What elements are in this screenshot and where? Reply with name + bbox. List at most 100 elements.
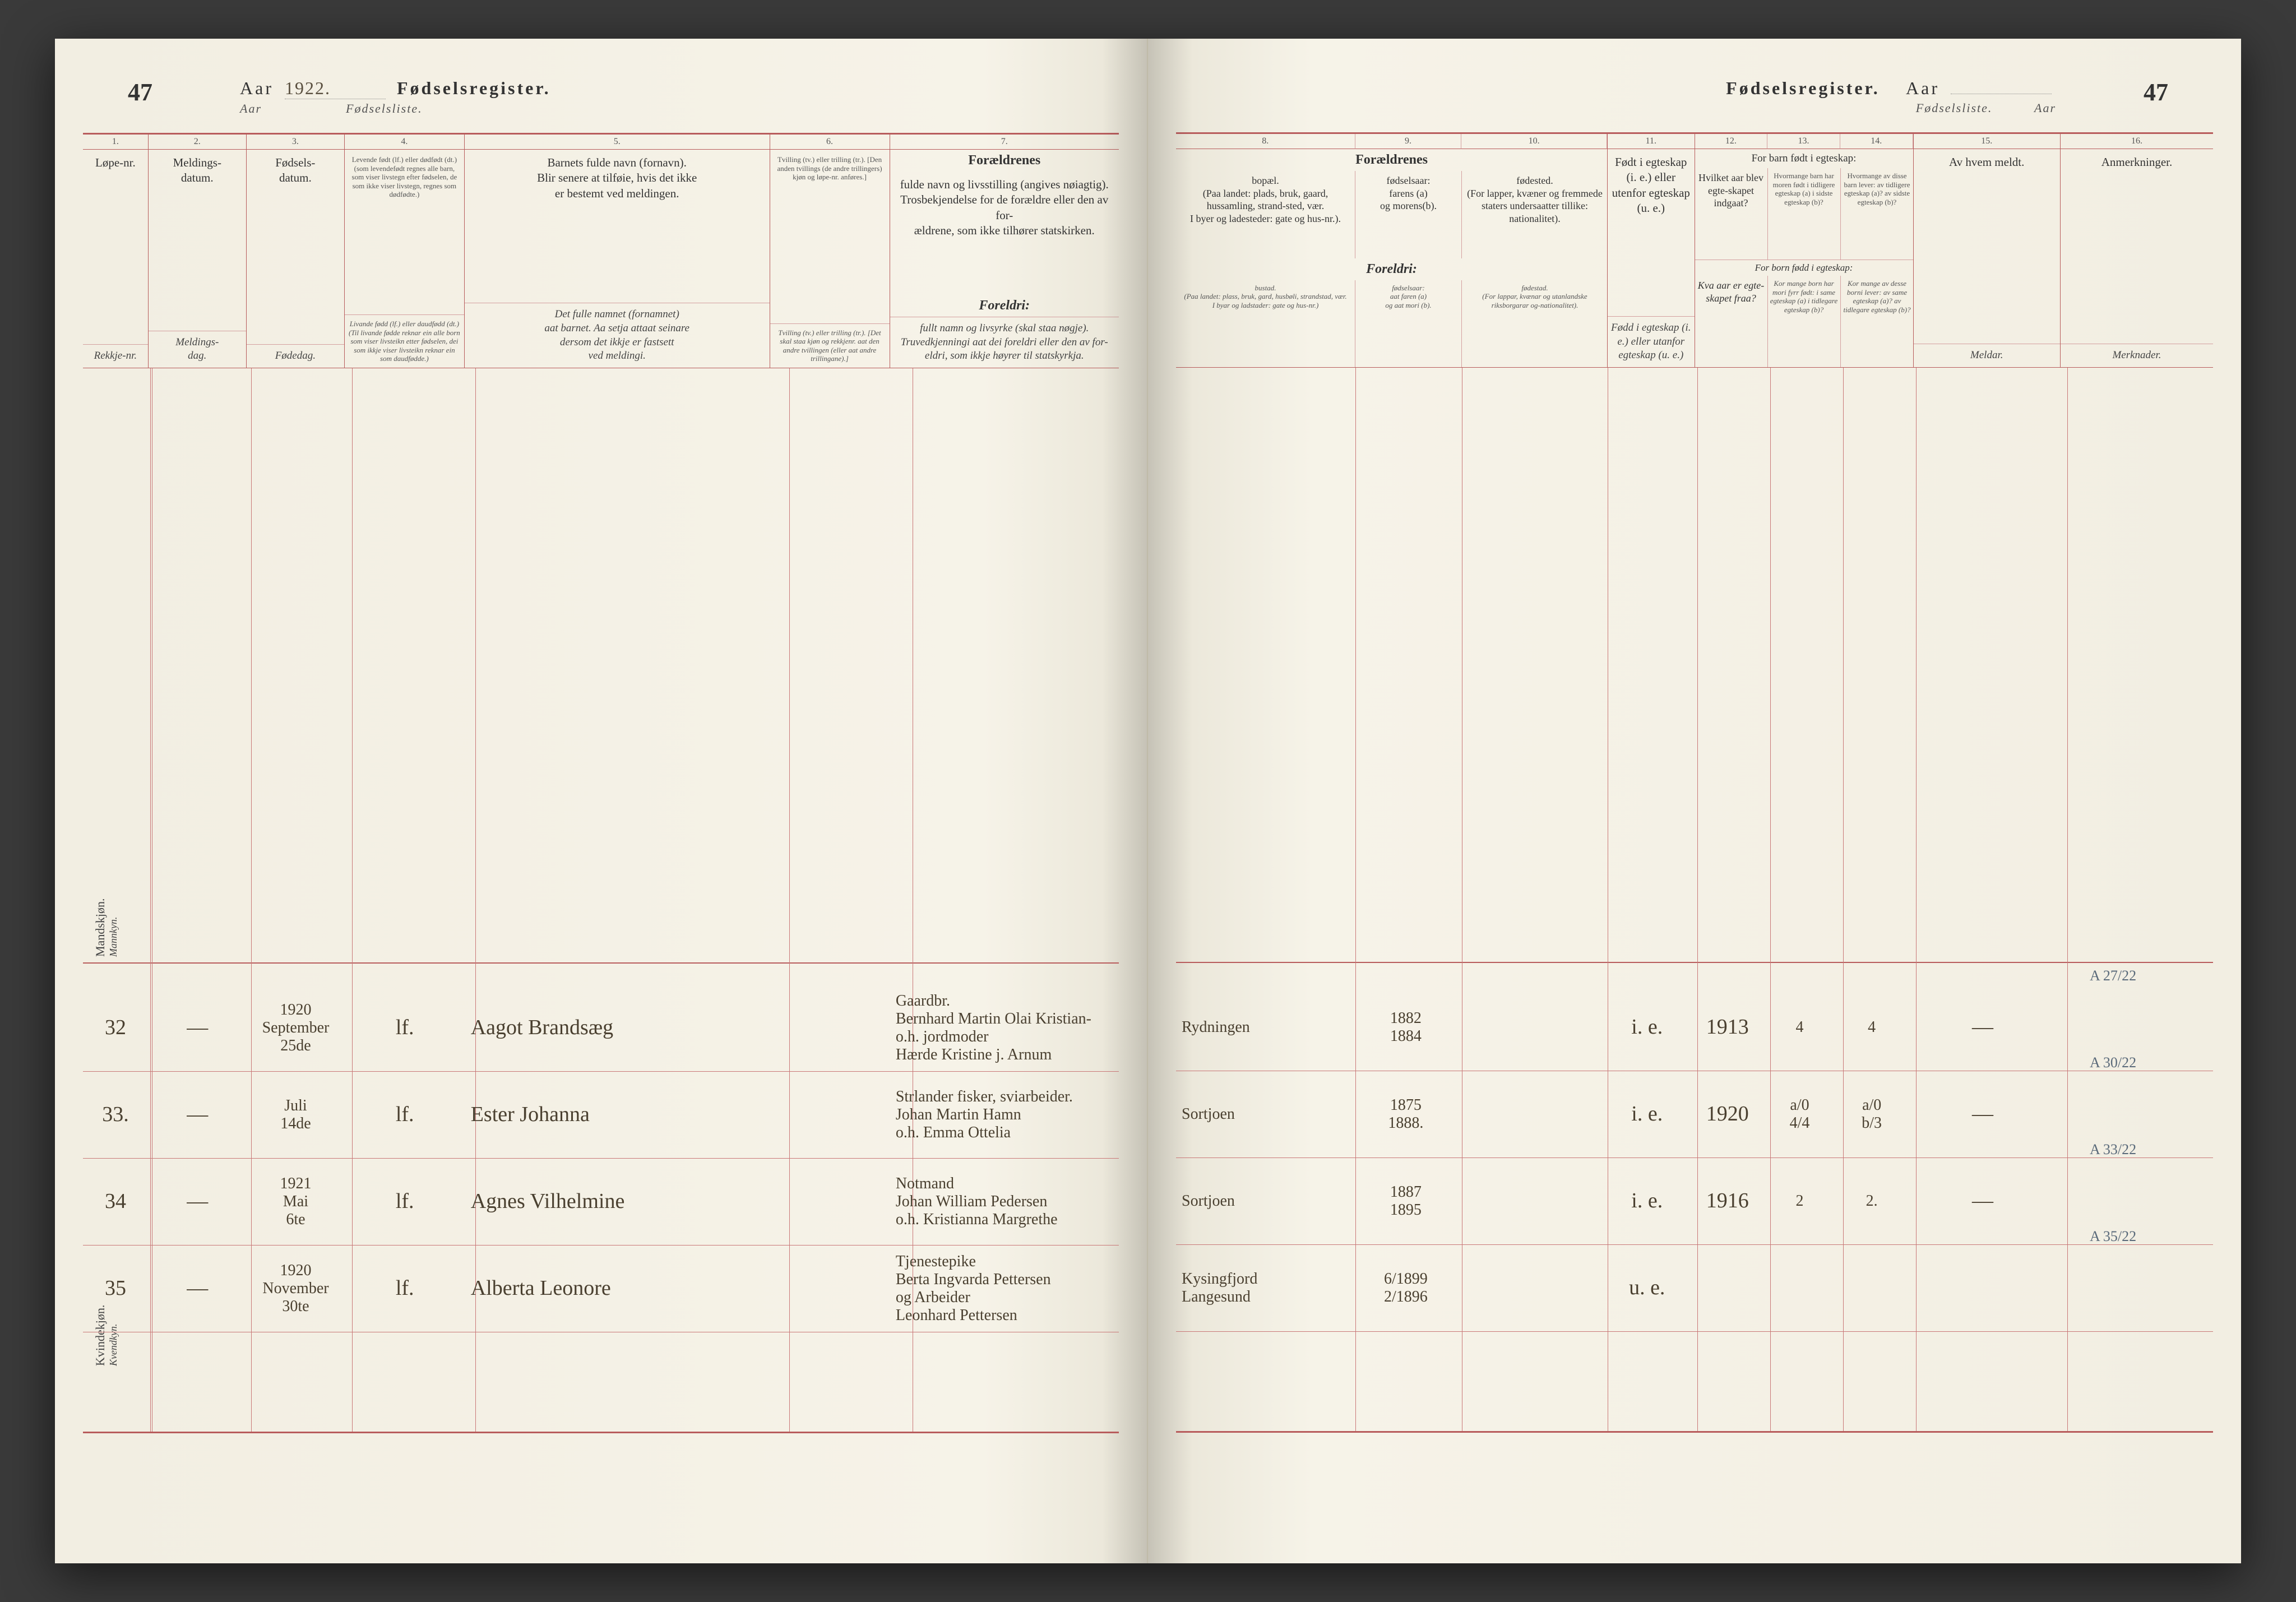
cell-meldt: — (1908, 1158, 2058, 1244)
cell-foreldre: Strlander fisker, sviarbeider. Johan Mar… (890, 1072, 1119, 1158)
section-divider (83, 962, 1119, 964)
annotation: A 35/22 (2090, 1228, 2136, 1245)
register-title: Fødselsregister. (397, 78, 551, 98)
header-col-11: 11.Født i egteskap (i. e.) eller utenfor… (1608, 134, 1695, 367)
cell-foreldre: Tjenestepike Berta Ingvarda Pettersen og… (890, 1246, 1119, 1332)
table-row: 33.—Juli14delf.Ester Johanna Strlander fi… (83, 1072, 1119, 1159)
header-group-foraeldrenes: 8.9.10.Forældrenesbopæl. (Paa landet: pl… (1176, 134, 1608, 367)
header-col-6: 6.Tvilling (tv.) eller trilling (tr.). [… (770, 135, 890, 368)
aar-label: Aar (240, 78, 274, 98)
cell-ie: i. e. (1603, 984, 1692, 1071)
aar-sub-r: Aar (2034, 101, 2056, 115)
register-book: 47 Aar 1922. Fødselsregister. Aar Fødsel… (55, 39, 2241, 1563)
cell-bopael: Kysingfjord Langesund (1176, 1245, 1353, 1331)
cell-fodselaar: 6/18992/1896 (1353, 1245, 1459, 1331)
cell-c13: a/0 4/4 (1764, 1071, 1836, 1157)
annotation: A 30/22 (2090, 1054, 2136, 1071)
cell-ie: u. e. (1603, 1245, 1692, 1331)
left-page: 47 Aar 1922. Fødselsregister. Aar Fødsel… (55, 39, 1148, 1563)
register-title-r: Fødselsregister. (1726, 78, 1880, 98)
mand-label: Mandskjøn. (93, 899, 107, 957)
liste-sub-r: Fødselsliste. (1916, 101, 1993, 115)
cell-fodested (1459, 1245, 1603, 1331)
aar-label-r: Aar (1906, 78, 1939, 98)
cell-tvilling (770, 1246, 890, 1332)
cell-c13: 2 (1764, 1158, 1836, 1244)
cell-c13 (1764, 1245, 1836, 1331)
header-col-5: 5.Barnets fulde navn (fornavn). Blir sen… (465, 135, 770, 368)
header-col-3: 3.Fødsels- datum.Fødedag. (247, 135, 345, 368)
cell-num: 34 (83, 1159, 149, 1245)
cell-bopael: Rydningen (1176, 984, 1353, 1071)
cell-lf: lf. (345, 1246, 465, 1332)
right-header-row: 8.9.10.Forældrenesbopæl. (Paa landet: pl… (1176, 132, 2213, 368)
header-col-15: 15.Av hvem meldt.Meldar. (1914, 134, 2061, 367)
cell-fodested (1459, 1071, 1603, 1157)
cell-anm (2058, 1245, 2213, 1331)
cell-egteaar: 1913 (1692, 984, 1764, 1071)
page-number-right: 47 (2144, 78, 2168, 107)
cell-fodselaar: 18821884 (1353, 984, 1459, 1071)
mand-italic: Mannkyn. (108, 899, 119, 957)
table-row: Kysingfjord Langesund6/18992/1896 u. e. (1176, 1245, 2213, 1332)
cell-lf: lf. (345, 1159, 465, 1245)
cell-fodested (1459, 984, 1603, 1071)
aar-sub: Aar (240, 101, 262, 115)
cell-c14: 4 (1836, 984, 1908, 1071)
header-col-4: 4.Levende født (lf.) eller dødfødt (dt.)… (345, 135, 465, 368)
header-group-egteskap: 12.13.14.For barn født i egteskap:Hvilke… (1695, 134, 1914, 367)
section-divider-r (1176, 962, 2213, 963)
cell-navn: Ester Johanna (465, 1072, 770, 1158)
header-col-2: 2.Meldings- datum.Meldings- dag. (149, 135, 247, 368)
table-row: 34—1921Mai6telf.Agnes VilhelmineNotmand … (83, 1159, 1119, 1246)
cell-egteaar: 1916 (1692, 1158, 1764, 1244)
cell-melding: — (149, 1246, 247, 1332)
cell-fodested (1459, 1158, 1603, 1244)
cell-melding: — (149, 1072, 247, 1158)
table-row: 32—1920September25delf.Aagot BrandsægGaa… (83, 985, 1119, 1072)
liste-sub: Fødselsliste. (346, 101, 423, 115)
right-page: 47 Fødselsregister. Aar Fødselsliste. Aa… (1148, 39, 2241, 1563)
header-col-1: 1.Løpe-nr.Rekkje-nr. (83, 135, 149, 368)
cell-num: 32 (83, 985, 149, 1071)
header-col-7: 7.Forældrenesfulde navn og livsstilling … (890, 135, 1119, 368)
table-row: Rydningen18821884i. e.191344— (1176, 984, 2213, 1071)
cell-bopael: Sortjoen (1176, 1158, 1353, 1244)
cell-foreldre: Gaardbr. Bernhard Martin Olai Kristian- … (890, 985, 1119, 1071)
cell-meldt (1908, 1245, 2058, 1331)
cell-navn: Agnes Vilhelmine (465, 1159, 770, 1245)
right-body: Rydningen18821884i. e.191344—A 27/22Sort… (1176, 368, 2213, 1433)
table-row: Sortjoen18871895i. e.191622.— (1176, 1158, 2213, 1245)
page-number-left: 47 (128, 78, 152, 107)
cell-ie: i. e. (1603, 1071, 1692, 1157)
year-handwritten: 1922. (285, 78, 386, 99)
cell-fodsel: Juli14de (247, 1072, 345, 1158)
left-title: Aar 1922. Fødselsregister. Aar Fødselsli… (83, 78, 1119, 116)
cell-num: 33. (83, 1072, 149, 1158)
cell-bopael: Sortjoen (1176, 1071, 1353, 1157)
left-header-row: 1.Løpe-nr.Rekkje-nr.2.Meldings- datum.Me… (83, 133, 1119, 368)
right-title: Fødselsregister. Aar Fødselsliste. Aar (1176, 78, 2213, 115)
cell-fodselaar: 18871895 (1353, 1158, 1459, 1244)
cell-lf: lf. (345, 1072, 465, 1158)
cell-meldt: — (1908, 1071, 2058, 1157)
cell-egteaar (1692, 1245, 1764, 1331)
cell-navn: Aagot Brandsæg (465, 985, 770, 1071)
cell-c14: a/0 b/3 (1836, 1071, 1908, 1157)
header-col-16: 16.Anmerkninger.Merknader. (2061, 134, 2213, 367)
table-row: 35—1920November30telf.Alberta LeonoreTje… (83, 1246, 1119, 1332)
left-body: Mandskjøn. Mannkyn. Kvindekjøn. Kvendkyn… (83, 368, 1119, 1433)
section-mandskjon: Mandskjøn. Mannkyn. (93, 899, 119, 957)
cell-fodsel: 1921Mai6te (247, 1159, 345, 1245)
table-row: Sortjoen18751888.i. e.1920a/0 4/4a/0 b/3… (1176, 1071, 2213, 1158)
cell-num: 35 (83, 1246, 149, 1332)
cell-c14: 2. (1836, 1158, 1908, 1244)
cell-egteaar: 1920 (1692, 1071, 1764, 1157)
annotation: A 27/22 (2090, 967, 2136, 984)
cell-c14 (1836, 1245, 1908, 1331)
cell-fodsel: 1920November30te (247, 1246, 345, 1332)
cell-fodsel: 1920September25de (247, 985, 345, 1071)
cell-melding: — (149, 985, 247, 1071)
cell-c13: 4 (1764, 984, 1836, 1071)
cell-foreldre: Notmand Johan William Pedersen o.h. Kris… (890, 1159, 1119, 1245)
